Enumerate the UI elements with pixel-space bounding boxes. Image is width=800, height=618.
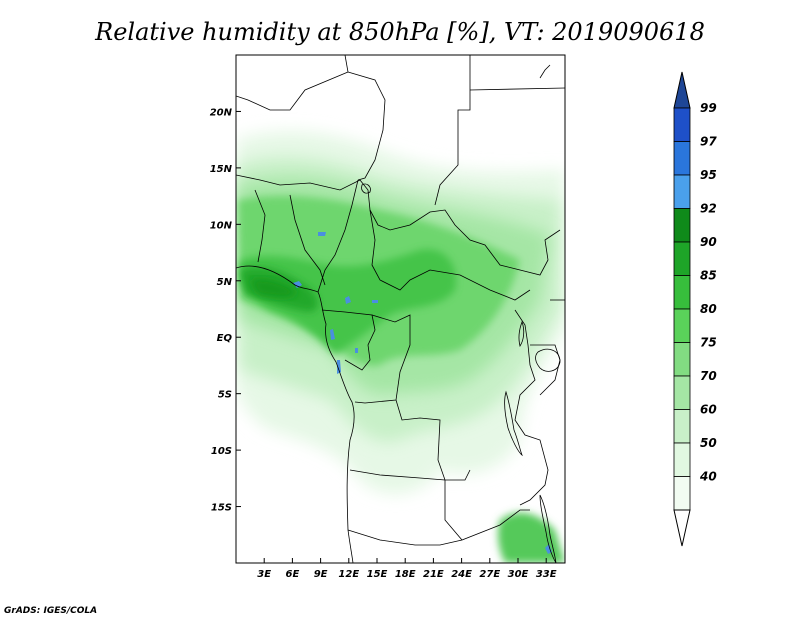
rh-95-patches bbox=[293, 232, 552, 554]
lat-tick-label: 20N bbox=[210, 107, 233, 118]
border bbox=[354, 314, 411, 404]
border bbox=[289, 194, 326, 286]
lake-chad bbox=[361, 183, 371, 194]
colorbar-label: 40 bbox=[699, 470, 717, 484]
colorbar-label: 90 bbox=[700, 235, 717, 249]
border bbox=[434, 55, 471, 206]
colorbar-swatch bbox=[673, 241, 691, 276]
chart-title: Relative humidity at 850hPa [%], VT: 201… bbox=[94, 18, 705, 46]
border bbox=[317, 179, 359, 293]
lon-tick-label: 24E bbox=[451, 569, 472, 580]
border bbox=[347, 71, 386, 181]
colorbar-swatch bbox=[673, 174, 691, 209]
lon-tick-label: 3E bbox=[257, 569, 271, 580]
rh-95-patch bbox=[293, 281, 302, 288]
lat-tick-label: 5N bbox=[217, 277, 233, 288]
colorbar-label: 50 bbox=[700, 436, 717, 450]
colorbar-swatch bbox=[673, 208, 691, 243]
colorbar-bottom-cap bbox=[673, 509, 691, 547]
coastline-west-africa bbox=[236, 265, 355, 563]
coastline-red-sea bbox=[539, 64, 551, 79]
lat-tick-label: EQ bbox=[217, 333, 233, 344]
rh-95-patch bbox=[355, 348, 358, 353]
colorbar-label: 97 bbox=[700, 135, 717, 149]
lon-tick-label: 21E bbox=[423, 569, 444, 580]
border bbox=[254, 189, 266, 263]
border bbox=[321, 309, 376, 371]
colorbar-label: 75 bbox=[700, 336, 717, 350]
map-panel bbox=[236, 55, 565, 563]
colorbar-swatch bbox=[673, 409, 691, 444]
border bbox=[349, 469, 446, 481]
colorbar-swatch bbox=[673, 308, 691, 343]
humidity-field bbox=[236, 131, 565, 563]
latitude-axis: 20N 15N 10N 5N EQ 5S 10S 15S bbox=[210, 107, 241, 514]
lat-tick-label: 10S bbox=[211, 446, 232, 457]
rh-95-patch bbox=[345, 296, 351, 304]
rh-95-patch bbox=[318, 232, 326, 236]
map-frame bbox=[235, 54, 566, 564]
lon-tick-label: 9E bbox=[314, 569, 328, 580]
longitude-axis: 3E 6E 9E 12E 15E 18E 21E 24E 27E 30E 33E bbox=[257, 558, 557, 580]
lon-tick-label: 12E bbox=[338, 569, 359, 580]
border bbox=[369, 209, 531, 301]
border bbox=[395, 399, 471, 481]
lat-tick-label: 5S bbox=[218, 390, 232, 401]
colorbar-swatch bbox=[673, 342, 691, 377]
rh-95-patch bbox=[545, 544, 552, 554]
colorbar-label: 80 bbox=[700, 302, 717, 316]
lake-malawi bbox=[539, 494, 557, 563]
border bbox=[444, 480, 530, 541]
colorbar-label: 95 bbox=[700, 168, 717, 182]
colorbar-swatch bbox=[673, 275, 691, 310]
lake-tanganyika bbox=[504, 390, 523, 457]
colorbar: 99 97 95 92 90 85 80 75 70 60 50 40 bbox=[673, 71, 717, 547]
rh-95-patch bbox=[372, 300, 378, 303]
boundaries bbox=[236, 55, 565, 563]
colorbar-label: 85 bbox=[700, 269, 717, 283]
rh-92-region bbox=[250, 278, 298, 298]
rh-95-patch bbox=[337, 360, 341, 374]
colorbar-swatch bbox=[673, 141, 691, 176]
lat-tick-label: 15S bbox=[211, 503, 232, 514]
colorbar-swatch bbox=[673, 476, 691, 511]
border bbox=[514, 309, 549, 506]
lake-albert bbox=[518, 320, 525, 347]
border bbox=[236, 174, 561, 276]
colorbar-label: 60 bbox=[700, 403, 717, 417]
colorbar-label: 70 bbox=[700, 369, 717, 383]
colorbar-swatch bbox=[673, 442, 691, 477]
lake-victoria bbox=[535, 348, 561, 372]
lon-tick-label: 6E bbox=[286, 569, 300, 580]
lon-tick-label: 15E bbox=[367, 569, 388, 580]
border bbox=[469, 87, 565, 91]
lon-tick-label: 33E bbox=[536, 569, 557, 580]
colorbar-swatch bbox=[673, 375, 691, 410]
lon-tick-label: 27E bbox=[479, 569, 500, 580]
lon-tick-label: 30E bbox=[508, 569, 529, 580]
lon-tick-label: 18E bbox=[395, 569, 416, 580]
colorbar-label: 99 bbox=[700, 101, 717, 115]
colorbar-top-cap bbox=[673, 71, 691, 109]
lat-tick-label: 10N bbox=[210, 220, 233, 231]
lat-tick-label: 15N bbox=[210, 164, 233, 175]
colorbar-label: 92 bbox=[700, 202, 717, 216]
colorbar-swatch bbox=[673, 107, 691, 142]
credit-text: GrADS: IGES/COLA bbox=[4, 606, 97, 616]
border bbox=[347, 529, 463, 546]
rh-95-patch bbox=[330, 329, 335, 340]
